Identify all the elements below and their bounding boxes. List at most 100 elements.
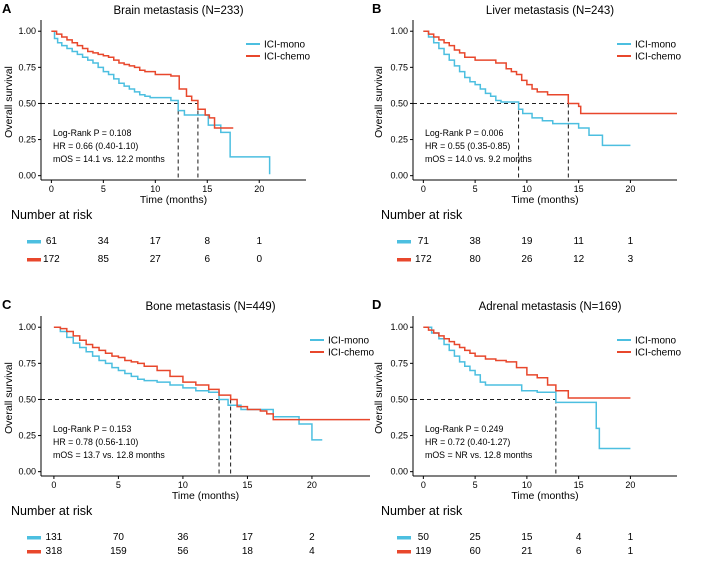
risk-table-value: 8 [204,236,210,247]
legend-label: ICI-mono [264,40,306,51]
risk-table-value: 34 [98,236,110,247]
risk-table-value: 56 [177,546,189,557]
y-tick-label: 0.00 [18,467,36,477]
y-tick-label: 0.75 [390,358,408,368]
risk-table-value: 70 [113,532,125,543]
risk-table-value: 17 [150,236,162,247]
risk-table-value: 6 [576,546,582,557]
panel-title: Bone metastasis (N=449) [145,301,275,313]
risk-table-value: 4 [309,546,315,557]
panel-title: Liver metastasis (N=243) [486,5,614,17]
x-tick-label: 10 [178,480,188,490]
risk-row-swatch [397,258,411,262]
x-axis-title: Time (months) [172,490,239,502]
stats-annotation: Log-Rank P = 0.006 [425,128,503,138]
legend-label: ICI-mono [635,336,677,347]
risk-table-value: 172 [415,254,432,265]
risk-table-value: 26 [521,254,533,265]
chart-panel-a: A Brain metastasis (N=233) 0.00 0.25 0.50 0.7… [2,1,311,265]
legend-label: ICI-chemo [635,348,682,359]
risk-row-swatch [397,240,411,244]
survival-curve-ici-chemo [51,30,234,129]
y-tick-label: 1.00 [390,26,408,36]
risk-table-title: Number at risk [11,504,93,518]
survival-curve-ici-chemo [53,326,370,421]
x-tick-label: 15 [242,480,252,490]
survival-curve-ici-mono [51,30,271,175]
stats-annotation: HR = 0.55 (0.35-0.85) [425,141,510,151]
panel-letter: D [372,297,381,312]
x-tick-label: 5 [473,184,478,194]
y-axis-title: Overall survival [373,66,385,138]
x-tick-label: 20 [307,480,317,490]
risk-table-value: 50 [418,532,430,543]
x-axis-title: Time (months) [511,490,578,502]
x-tick-label: 0 [51,480,56,490]
risk-row-swatch [27,550,41,554]
y-axis-title: Overall survival [3,66,15,138]
x-tick-label: 15 [202,184,212,194]
y-tick-label: 0.75 [390,62,408,72]
risk-table-value: 18 [242,546,254,557]
risk-table-value: 36 [177,532,189,543]
x-tick-label: 20 [625,480,635,490]
stats-annotation: HR = 0.78 (0.56-1.10) [53,437,138,447]
risk-table-value: 85 [98,254,110,265]
panel-letter: A [2,1,12,16]
survival-curve-ici-mono [423,30,631,147]
x-tick-label: 10 [522,480,532,490]
chart-panel-c: C Bone metastasis (N=449) 0.00 0.25 0.50 0.75… [2,297,375,557]
x-tick-label: 20 [254,184,264,194]
y-tick-label: 0.50 [18,394,36,404]
y-tick-label: 1.00 [18,322,36,332]
risk-table-value: 4 [576,532,582,543]
risk-table-value: 1 [628,236,634,247]
risk-table-value: 159 [110,546,127,557]
stats-annotation: HR = 0.72 (0.40-1.27) [425,437,510,447]
y-tick-label: 0.25 [18,431,36,441]
risk-row-swatch [397,536,411,540]
risk-table-value: 27 [150,254,162,265]
risk-table-value: 12 [573,254,585,265]
stats-annotation: mOS = 14.1 vs. 12.2 months [53,154,165,164]
y-tick-label: 0.00 [390,467,408,477]
x-tick-label: 10 [150,184,160,194]
x-tick-label: 5 [473,480,478,490]
risk-table-value: 71 [418,236,430,247]
risk-table-value: 1 [256,236,262,247]
x-tick-label: 15 [574,480,584,490]
risk-row-swatch [27,536,41,540]
y-axis-title: Overall survival [3,362,15,434]
x-axis-title: Time (months) [140,194,207,206]
legend-label: ICI-mono [635,40,677,51]
panel-title: Brain metastasis (N=233) [113,5,243,17]
chart-panel-d: D Adrenal metastasis (N=169) 0.00 0.25 0.50 0… [372,297,682,557]
survival-curve-ici-chemo [423,30,677,115]
y-tick-label: 1.00 [390,322,408,332]
risk-table-value: 25 [470,532,482,543]
x-tick-label: 10 [522,184,532,194]
risk-table-value: 15 [521,532,533,543]
risk-table-value: 38 [470,236,482,247]
risk-table-value: 3 [628,254,634,265]
risk-table-value: 131 [46,532,63,543]
y-tick-label: 0.50 [18,98,36,108]
panel-letter: C [2,297,12,312]
survival-curve-ici-mono [423,326,631,450]
stats-annotation: Log-Rank P = 0.108 [53,128,131,138]
stats-annotation: Log-Rank P = 0.249 [425,424,503,434]
y-axis-title: Overall survival [373,362,385,434]
risk-table-value: 21 [521,546,533,557]
risk-table-value: 1 [628,546,634,557]
x-tick-label: 20 [625,184,635,194]
y-tick-label: 0.75 [18,358,36,368]
x-tick-label: 15 [574,184,584,194]
risk-table-value: 80 [470,254,482,265]
y-tick-label: 0.75 [18,62,36,72]
y-tick-label: 0.25 [390,135,408,145]
risk-table-value: 2 [309,532,315,543]
x-tick-label: 0 [421,480,426,490]
survival-curve-ici-chemo [423,326,631,399]
risk-table-title: Number at risk [381,208,463,222]
